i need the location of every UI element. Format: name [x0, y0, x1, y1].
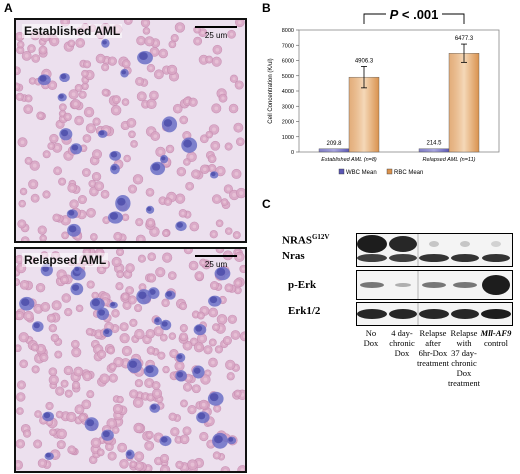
red-blood-cell	[20, 236, 30, 241]
panel-b-letter: B	[262, 1, 271, 15]
panel-a-letter: A	[4, 1, 13, 15]
blot-band	[460, 241, 470, 247]
blot-band	[419, 309, 449, 319]
red-blood-cell	[183, 249, 193, 255]
data-label: 214.5	[426, 141, 442, 147]
data-label: 4906.3	[355, 59, 374, 65]
y-tick-label: 5000	[282, 74, 294, 80]
scale-bar-label: 25 um	[204, 260, 228, 269]
data-label: 6477.3	[455, 36, 474, 42]
micrograph-relapsed-aml: Relapsed AML 25 um	[14, 247, 247, 473]
blot-label-p-erk: p-Erk	[288, 279, 317, 291]
scale-bar: 25 um	[195, 255, 237, 269]
blot-strip-p-erk	[356, 270, 513, 300]
red-blood-cell	[16, 66, 21, 76]
significance-label: P < .001	[390, 7, 439, 22]
data-label: 209.8	[326, 141, 342, 147]
red-blood-cell	[215, 249, 225, 254]
blot-band	[451, 254, 479, 262]
blot-band	[422, 282, 446, 288]
panel-c-letter: C	[262, 197, 271, 211]
blot-label-erk12: Erk1/2	[288, 305, 321, 317]
legend-swatch	[386, 168, 393, 175]
blot-band	[389, 254, 417, 262]
y-tick-label: 0	[291, 150, 294, 156]
blot-band	[453, 282, 477, 288]
blot-band	[482, 254, 510, 262]
blot-band	[491, 241, 501, 247]
micrograph-title-relapsed: Relapsed AML	[22, 253, 109, 267]
bar-rbc-mean	[348, 76, 380, 153]
blot-band	[419, 254, 449, 262]
blot-band	[360, 282, 384, 288]
blot-band	[357, 309, 387, 319]
blot-band	[429, 241, 439, 247]
red-blood-cell	[16, 82, 21, 91]
y-tick-label: 6000	[282, 59, 294, 65]
bar-rbc-mean	[448, 53, 480, 153]
blot-band	[389, 236, 417, 252]
scale-bar: 25 um	[195, 26, 237, 40]
lane-label: Relapse with 37 day-chronic Dox treatment	[447, 328, 481, 388]
red-blood-cell	[123, 20, 133, 25]
blood-smear-image	[16, 20, 245, 241]
blot-band	[481, 309, 511, 319]
y-tick-label: 8000	[282, 28, 294, 34]
y-tick-label: 1000	[282, 135, 294, 141]
x-category-label: Established AML (n=8)	[321, 157, 377, 163]
blot-band	[357, 254, 387, 262]
lane-label: Mll-AF9 control	[480, 328, 512, 348]
micrograph-established-aml: Established AML 25 um	[14, 18, 247, 243]
lane-label: No Dox	[363, 328, 379, 348]
red-blood-cell	[16, 278, 21, 286]
blot-band	[395, 283, 411, 287]
y-tick-label: 7000	[282, 43, 294, 49]
blot-band	[451, 309, 479, 319]
scale-bar-label: 25 um	[204, 31, 228, 40]
red-blood-cell	[220, 466, 231, 471]
y-axis-label: Cell Concentration (K/ul)	[268, 58, 274, 123]
legend-label: RBC Mean	[394, 170, 423, 176]
blood-smear-image	[16, 249, 245, 471]
blot-label-nras: Nras	[282, 250, 305, 262]
blot-strip-erk12	[356, 302, 513, 326]
y-tick-label: 2000	[282, 120, 294, 126]
bar-wbc-mean	[318, 148, 350, 153]
red-blood-cell	[239, 331, 245, 342]
y-tick-label: 3000	[282, 104, 294, 110]
lane-label: 4 day-chronic Dox	[389, 328, 415, 358]
blot-label-nras-g12v: NRASG12V	[282, 233, 330, 247]
significance-bg	[386, 6, 442, 22]
micrograph-title-established: Established AML	[22, 24, 123, 38]
blot-band	[357, 235, 387, 253]
blot-band	[389, 309, 417, 319]
bar-chart: 0 1000 2000 3000 4000 5000 6000 7000 8000 Cell Co…	[268, 6, 500, 176]
blot-strip-nras	[356, 233, 513, 267]
bar-wbc-mean	[418, 148, 450, 153]
blot-band	[482, 275, 510, 295]
legend-swatch	[338, 168, 345, 175]
y-tick-label: 4000	[282, 89, 294, 95]
x-category-label: Relapsed AML (n=11)	[423, 157, 476, 163]
legend-label: WBC Mean	[346, 170, 377, 176]
lane-label: Relapse after 6hr-Dox treatment	[416, 328, 450, 368]
